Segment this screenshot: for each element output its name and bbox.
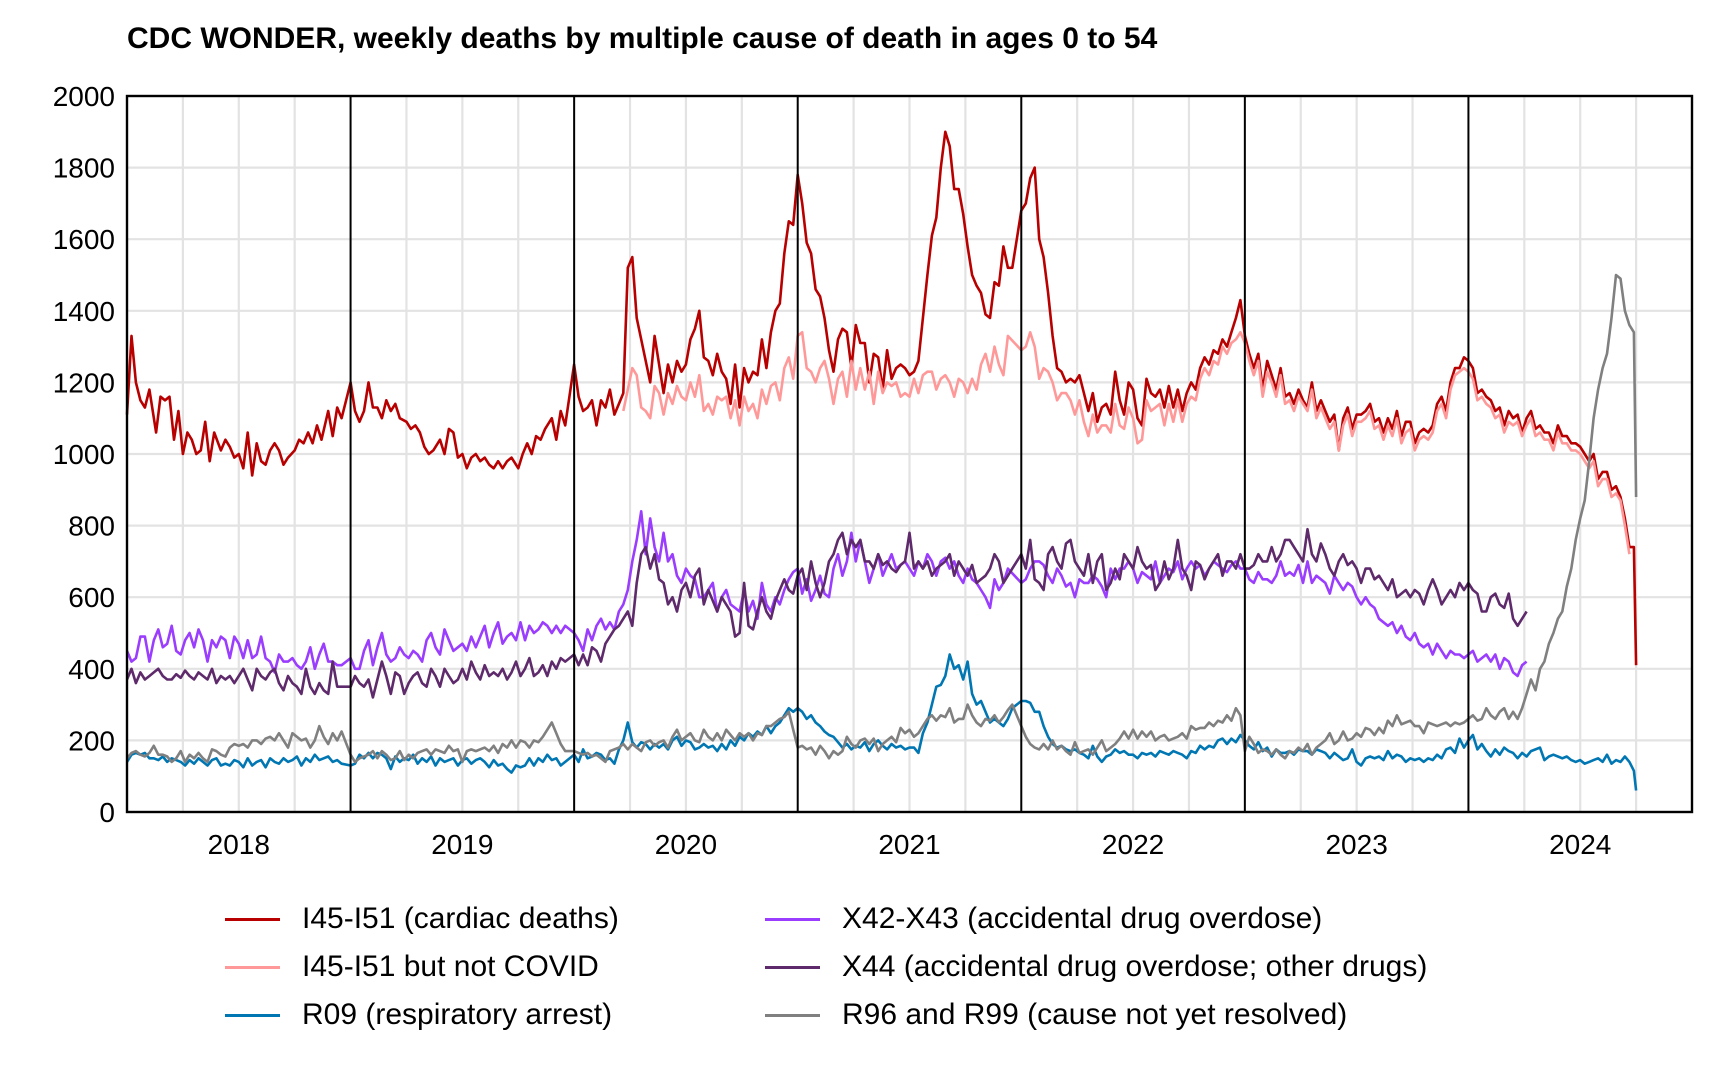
y-tick-label: 600	[68, 582, 115, 613]
y-tick-label: 1000	[53, 439, 115, 470]
x-tick-label: 2022	[1102, 829, 1164, 860]
x-tick-label: 2023	[1325, 829, 1387, 860]
y-tick-label: 1400	[53, 296, 115, 327]
legend-item: I45-I51 but not COVID	[225, 946, 765, 988]
legend-item: R96 and R99 (cause not yet resolved)	[765, 994, 1525, 1036]
legend-item: I45-I51 (cardiac deaths)	[225, 898, 765, 940]
legend-line-swatch	[765, 965, 820, 969]
legend-line-swatch	[225, 965, 280, 969]
legend-item: R09 (respiratory arrest)	[225, 994, 765, 1036]
y-tick-label: 800	[68, 511, 115, 542]
plot-frame	[125, 94, 1694, 814]
series-line-5	[125, 527, 1528, 699]
legend-line-swatch	[225, 1013, 280, 1017]
legend-item: X44 (accidental drug overdose; other dru…	[765, 946, 1525, 988]
y-tick-label: 1200	[53, 367, 115, 398]
x-tick-label: 2020	[655, 829, 717, 860]
y-tick-label: 1600	[53, 224, 115, 255]
y-tick-label: 200	[68, 725, 115, 756]
legend-item: X42-X43 (accidental drug overdose)	[765, 898, 1525, 940]
chart-title: CDC WONDER, weekly deaths by multiple ca…	[127, 22, 1158, 55]
legend-label: X44 (accidental drug overdose; other dru…	[842, 950, 1428, 983]
legend-label: R09 (respiratory arrest)	[302, 998, 613, 1031]
legend-label: R96 and R99 (cause not yet resolved)	[842, 998, 1348, 1031]
y-tick-label: 2000	[53, 81, 115, 112]
plot-border	[125, 94, 1694, 814]
x-tick-label: 2024	[1549, 829, 1611, 860]
series-line-1	[125, 130, 1638, 666]
series-line-3	[125, 653, 1638, 791]
x-tick-label: 2021	[878, 829, 940, 860]
legend-line-swatch	[765, 917, 820, 921]
series-line-6	[126, 273, 1638, 764]
y-tick-label: 0	[99, 797, 115, 828]
legend: I45-I51 (cardiac deaths) X42-X43 (acciden…	[225, 898, 1525, 1036]
series-line-4	[125, 510, 1528, 678]
series-lines	[125, 130, 1638, 791]
legend-label: I45-I51 but not COVID	[302, 950, 599, 983]
y-tick-label: 1800	[53, 153, 115, 184]
axes: 0 200 400 600 800 1000 1200 1400 1600 1800 2000 201…	[53, 81, 1612, 860]
x-tick-label: 2019	[431, 829, 493, 860]
y-tick-label: 400	[68, 654, 115, 685]
legend-label: I45-I51 (cardiac deaths)	[302, 902, 619, 935]
legend-line-swatch	[765, 1013, 820, 1017]
legend-label: X42-X43 (accidental drug overdose)	[842, 902, 1323, 935]
x-tick-label: 2018	[208, 829, 270, 860]
grid	[127, 94, 1692, 814]
series-line-2	[622, 331, 1631, 555]
legend-line-swatch	[225, 917, 280, 921]
